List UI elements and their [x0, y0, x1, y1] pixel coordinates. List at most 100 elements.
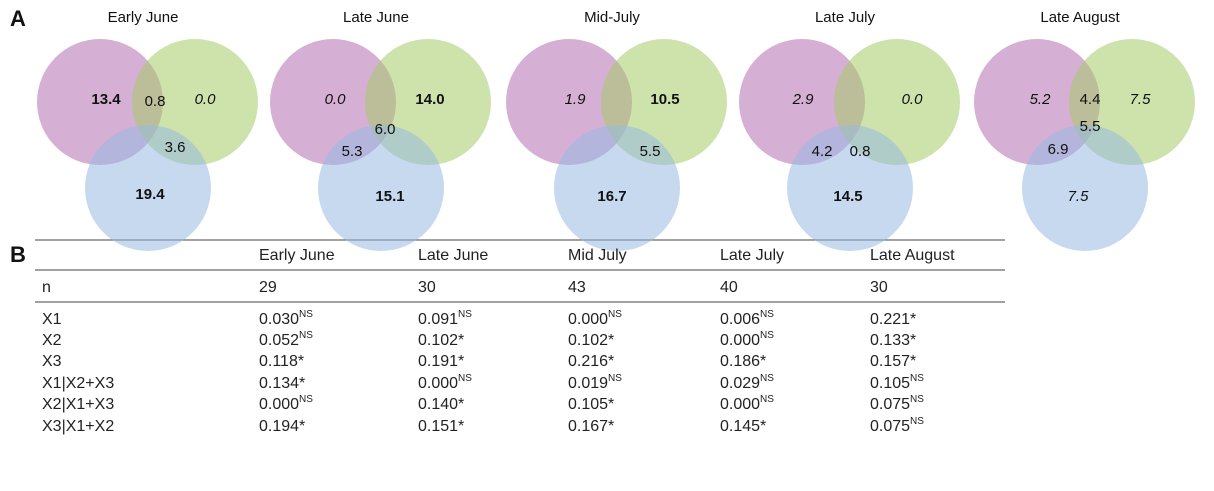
venn-value: 4.2 [812, 143, 833, 160]
cell: 0.075NS [870, 416, 924, 436]
venn-value: 0.0 [325, 91, 347, 108]
venn-value: 5.2 [1030, 91, 1052, 108]
cell: 0.000NS [568, 309, 622, 329]
cell: 0.000NS [418, 373, 472, 393]
significance: * [760, 418, 766, 435]
cell-value: 0.000 [259, 396, 299, 413]
cell-value: 0.151 [418, 418, 458, 435]
venn-value: 5.5 [1080, 118, 1101, 135]
cell-value: 0.167 [568, 418, 608, 435]
cell-value: 0.140 [418, 396, 458, 413]
cell: 0.216* [568, 353, 614, 370]
cell: 0.075NS [870, 394, 924, 414]
significance: NS [458, 373, 472, 384]
column-header: Late June [418, 247, 488, 264]
significance: NS [299, 330, 313, 341]
venn-value: 5.3 [342, 143, 363, 160]
venn-value: 16.7 [597, 188, 626, 205]
significance: * [299, 375, 305, 392]
venn-value: 13.4 [91, 91, 121, 108]
significance: * [910, 353, 916, 370]
cell-value: 0.075 [870, 418, 910, 435]
cell: 0.105NS [870, 373, 924, 393]
cell: 0.157* [870, 353, 916, 370]
cell: 0.000NS [720, 330, 774, 350]
significance: * [298, 353, 304, 370]
venn-title: Late June [343, 9, 409, 26]
cell-value: 0.000 [720, 396, 760, 413]
cell: 0.221* [870, 311, 916, 328]
venn-value: 6.9 [1048, 141, 1069, 158]
significance: * [608, 332, 614, 349]
venn-circle [318, 125, 444, 251]
cell-value: 0.221 [870, 311, 910, 328]
cell-value: 0.000 [568, 311, 608, 328]
cell-value: 0.105 [568, 396, 608, 413]
significance: NS [760, 394, 774, 405]
cell-value: 0.000 [418, 375, 458, 392]
cell-value: 0.194 [259, 418, 299, 435]
venn-value: 3.6 [165, 139, 186, 156]
cell: 0.030NS [259, 309, 313, 329]
significance: NS [910, 373, 924, 384]
cell: 0.191* [418, 353, 464, 370]
cell: 0.052NS [259, 330, 313, 350]
cell-value: 0.191 [418, 353, 458, 370]
row-label: X2|X1+X3 [42, 396, 114, 413]
significance: * [458, 353, 464, 370]
significance: * [608, 396, 614, 413]
cell: 30 [870, 279, 888, 296]
cell: 0.134* [259, 375, 305, 392]
significance: * [458, 396, 464, 413]
cell: 0.194* [259, 418, 305, 435]
cell-value: 0.102 [418, 332, 458, 349]
panel-label: A [10, 6, 26, 31]
significance: NS [608, 373, 622, 384]
cell: 0.102* [568, 332, 614, 349]
cell: 0.145* [720, 418, 766, 435]
row-label: X1 [42, 311, 62, 328]
cell: 0.186* [720, 353, 766, 370]
cell-value: 0.134 [259, 375, 299, 392]
venn-title: Late August [1040, 9, 1120, 26]
cell-value: 0.118 [259, 353, 298, 370]
venn-value: 10.5 [650, 91, 679, 108]
significance: NS [608, 309, 622, 320]
venn-value: 4.4 [1080, 91, 1101, 108]
cell-value: 0.186 [720, 353, 760, 370]
significance: NS [760, 373, 774, 384]
cell: 0.133* [870, 332, 916, 349]
cell-value: 0.145 [720, 418, 760, 435]
venn-title: Early June [108, 9, 179, 26]
row-label: X3 [42, 353, 62, 370]
venn-value: 14.5 [833, 188, 862, 205]
significance: * [608, 418, 614, 435]
cell: 0.000NS [720, 394, 774, 414]
cell: 0.118* [259, 353, 304, 370]
cell-value: 0.030 [259, 311, 299, 328]
row-label: X1|X2+X3 [42, 375, 114, 392]
cell-value: 0.105 [870, 375, 910, 392]
cell: 0.006NS [720, 309, 774, 329]
cell: 0.105* [568, 396, 614, 413]
venn-value: 19.4 [135, 186, 165, 203]
significance: NS [299, 309, 313, 320]
significance: * [299, 418, 305, 435]
cell: 43 [568, 279, 586, 296]
significance: NS [910, 394, 924, 405]
cell-value: 0.091 [418, 311, 458, 328]
significance: * [910, 311, 916, 328]
venn-title: Mid-July [584, 9, 640, 26]
cell: 0.167* [568, 418, 614, 435]
row-label: X3|X1+X2 [42, 418, 114, 435]
venn-circle [554, 125, 680, 251]
cell: 0.091NS [418, 309, 472, 329]
cell-value: 0.157 [870, 353, 910, 370]
venn-value: 5.5 [640, 143, 661, 160]
cell-value: 0.000 [720, 332, 760, 349]
column-header: Early June [259, 247, 335, 264]
venn-value: 14.0 [415, 91, 444, 108]
cell: 0.029NS [720, 373, 774, 393]
cell: 30 [418, 279, 436, 296]
